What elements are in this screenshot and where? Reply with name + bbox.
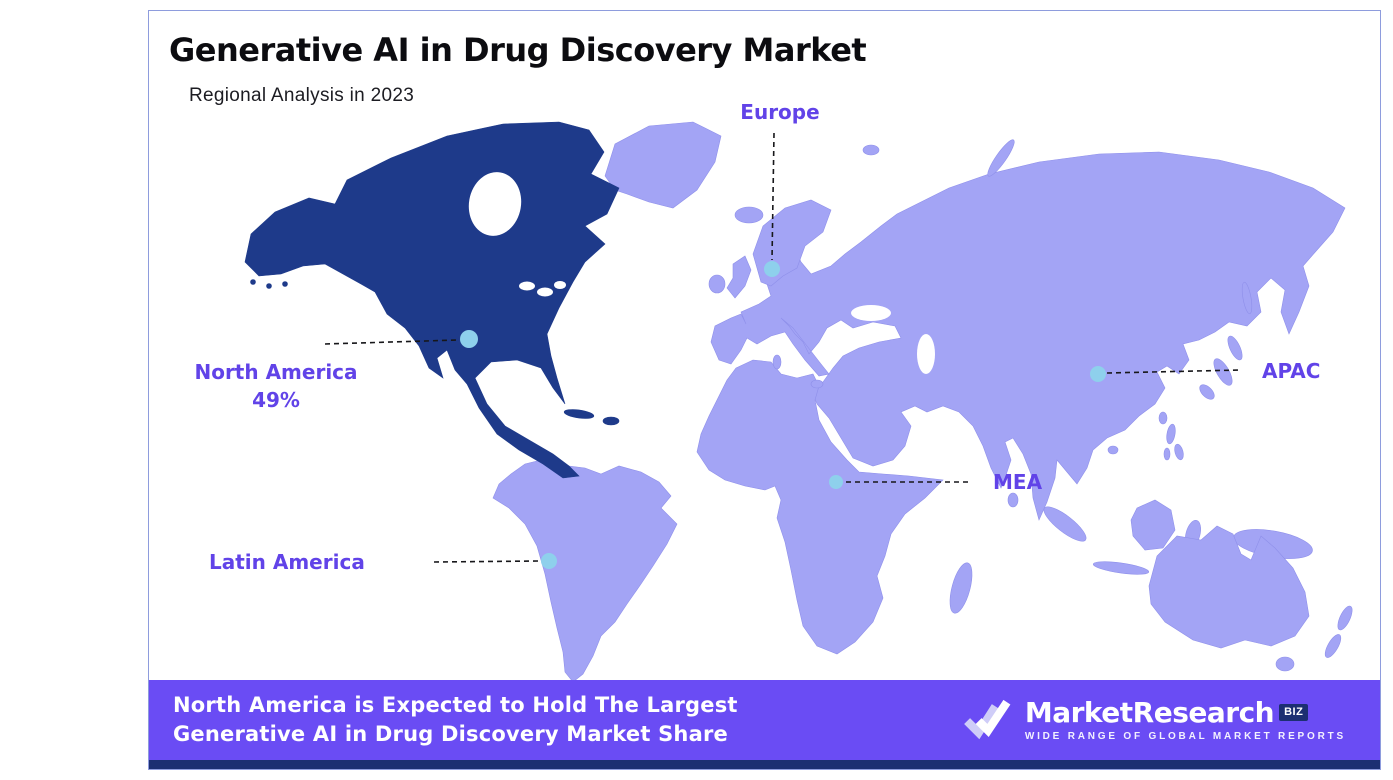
island-new-zealand-north [1337, 605, 1353, 631]
region-dots [460, 261, 1106, 569]
region-label-north-america: North America 49% [178, 360, 374, 412]
great-lake-2 [537, 287, 553, 297]
leader-lines [324, 132, 1242, 563]
island-sumatra [1043, 506, 1087, 542]
island-japan-north [1227, 335, 1243, 361]
island-hispaniola [602, 416, 620, 426]
landmass-eurasia [710, 151, 1346, 521]
leader-line-europe [771, 132, 775, 261]
island-sicily [810, 379, 824, 389]
island-taiwan [1158, 411, 1168, 425]
infographic-board: Generative AI in Drug Discovery Market R… [148, 10, 1381, 770]
landmass-australia [1148, 525, 1310, 649]
island-philippines-3 [1163, 447, 1171, 461]
island-iceland [734, 206, 764, 224]
region-north-america [244, 121, 620, 479]
leader-line-latin-america [433, 560, 540, 563]
island-svalbard [862, 144, 880, 156]
region-label-apac: APAC [1262, 359, 1321, 383]
island-novaya-zemlya [987, 139, 1015, 177]
brand-checkmark-icon [963, 699, 1011, 740]
dot-latin-america [541, 553, 557, 569]
bottom-strip [149, 760, 1380, 769]
brand-text: MarketResearch BIZ WIDE RANGE OF GLOBAL … [1024, 695, 1346, 742]
island-japan-main [1213, 358, 1233, 386]
island-cuba [563, 409, 595, 419]
footer-banner: North America is Expected to Hold The La… [149, 680, 1380, 760]
region-label-latin-america: Latin America [209, 550, 365, 574]
dot-north-america [460, 330, 478, 348]
region-share-north-america: 49% [252, 388, 300, 412]
landmass-dark-group [244, 121, 620, 479]
hudson-bay [468, 172, 522, 236]
dot-mea [829, 475, 843, 489]
brand-badge: BIZ [1279, 704, 1309, 721]
island-aleutian-2 [266, 283, 272, 289]
island-sardinia [772, 354, 782, 370]
region-label-mea: MEA [993, 470, 1043, 494]
leader-line-apac [1106, 369, 1242, 374]
island-great-britain [726, 255, 752, 299]
island-sakhalin [1241, 281, 1253, 315]
banner-text: North America is Expected to Hold The La… [173, 691, 738, 750]
landmass-light-group [492, 121, 1353, 683]
island-aleutian-3 [282, 281, 288, 287]
great-lake-1 [519, 281, 535, 291]
black-sea [851, 305, 891, 321]
island-sri-lanka [1007, 492, 1019, 508]
page-title: Generative AI in Drug Discovery Market [169, 31, 867, 69]
dot-europe [764, 261, 780, 277]
banner-line-2: Generative AI in Drug Discovery Market S… [173, 722, 728, 746]
landmass-south-america [492, 459, 678, 683]
region-label-north-america-text: North America [194, 360, 358, 384]
page-subtitle: Regional Analysis in 2023 [189, 85, 415, 106]
leader-line-north-america [324, 339, 459, 345]
caspian-sea [917, 334, 935, 374]
brand-tagline: WIDE RANGE OF GLOBAL MARKET REPORTS [1024, 730, 1346, 742]
great-lake-3 [554, 281, 566, 289]
island-aleutian-1 [250, 279, 256, 285]
brand-name: MarketResearch [1024, 695, 1275, 729]
island-japan-south [1199, 384, 1215, 400]
island-tasmania [1275, 656, 1295, 672]
island-philippines-2 [1174, 443, 1184, 461]
dot-apac [1090, 366, 1106, 382]
world-map [244, 121, 1353, 683]
island-new-zealand-south [1324, 634, 1342, 658]
island-borneo [1130, 499, 1176, 551]
island-madagascar [949, 562, 973, 614]
brand-logo: MarketResearch BIZ WIDE RANGE OF GLOBAL … [962, 698, 1346, 742]
landmass-greenland [604, 121, 722, 209]
island-philippines-1 [1166, 423, 1176, 445]
island-ireland [708, 274, 726, 294]
region-label-europe: Europe [740, 100, 820, 124]
banner-line-1: North America is Expected to Hold The La… [173, 692, 738, 717]
landmass-africa [696, 359, 944, 655]
island-hainan [1107, 445, 1119, 455]
island-java [1092, 561, 1150, 575]
